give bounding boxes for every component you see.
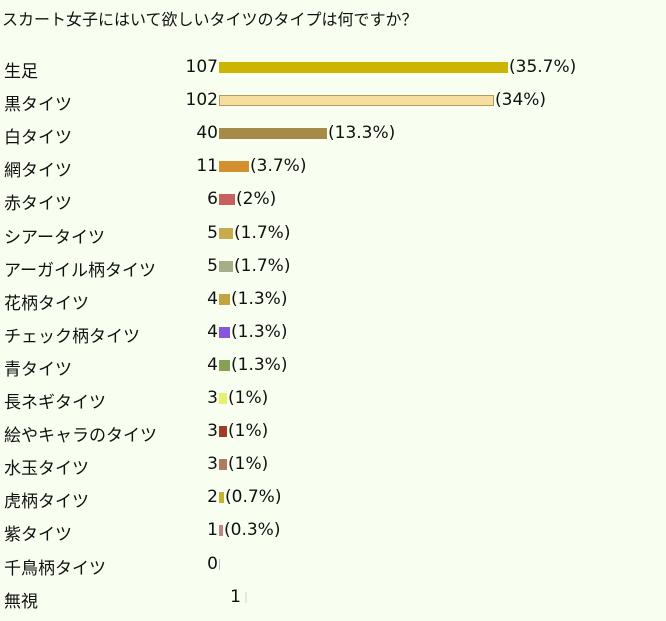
bar (219, 393, 227, 404)
category-label: 水玉タイツ (4, 459, 89, 480)
percent-label: (35.7%) (509, 57, 577, 77)
value-label: 4 (207, 288, 218, 309)
bar (219, 161, 249, 173)
percent-label: (34%) (495, 90, 547, 111)
chart-row: 紫タイツ 1 (0.3%) (0, 515, 666, 548)
bar (219, 62, 508, 73)
value-label: 5 (207, 255, 218, 276)
value-label: 107 (185, 57, 218, 77)
chart-row: 生足 107 (35.7%) (0, 52, 666, 85)
category-label: 白タイツ (4, 128, 72, 149)
bar (219, 492, 224, 504)
category-label: 虎柄タイツ (4, 492, 89, 513)
category-label: 網タイツ (4, 161, 72, 182)
chart-title: スカート女子にはいて欲しいタイツのタイプは何ですか？ (2, 10, 418, 29)
chart-row: シアータイツ 5 (1.7%) (0, 218, 666, 251)
value-label: 5 (207, 222, 218, 243)
value-label: 4 (207, 321, 218, 342)
percent-label: (0.3%) (224, 520, 281, 541)
chart-row: 赤タイツ 6 (2%) (0, 184, 666, 217)
bar (219, 227, 233, 239)
chart-row: 水玉タイツ 3 (1%) (0, 449, 666, 482)
value-label: 0 (207, 553, 218, 574)
chart-row: 青タイツ 4 (1.3%) (0, 350, 666, 383)
category-label: アーガイル柄タイツ (4, 260, 156, 281)
chart-row: 虎柄タイツ 2 (0.7%) (0, 482, 666, 515)
category-label: 千鳥柄タイツ (4, 558, 106, 579)
bar (219, 128, 327, 140)
value-label: 40 (196, 123, 218, 144)
percent-label: (0.7%) (225, 487, 282, 508)
value-label: 4 (207, 354, 218, 375)
value-label: 3 (207, 454, 218, 475)
chart-row: アーガイル柄タイツ 5 (1.7%) (0, 251, 666, 284)
value-label: 11 (196, 156, 218, 177)
value-label: 1 (230, 586, 241, 607)
category-label: 絵やキャラのタイツ (4, 426, 157, 447)
value-label: 3 (207, 421, 218, 442)
chart-row: 千鳥柄タイツ 0 (0, 549, 666, 582)
percent-label: (1.3%) (231, 321, 288, 342)
percent-label: (3.7%) (250, 156, 307, 177)
bar (219, 260, 233, 272)
percent-label: (1.3%) (231, 354, 288, 375)
value-label: 6 (207, 189, 218, 210)
chart-row: 長ネギタイツ 3 (1%) (0, 383, 666, 416)
bar (219, 459, 227, 471)
chart-row: 網タイツ 11 (3.7%) (0, 151, 666, 184)
category-label: 長ネギタイツ (4, 393, 106, 413)
bar (219, 525, 223, 537)
bar (219, 558, 220, 570)
chart-row: 黒タイツ 102 (34%) (0, 85, 666, 118)
category-label: チェック柄タイツ (4, 326, 140, 347)
category-label: 赤タイツ (4, 194, 72, 215)
bar (219, 359, 230, 371)
percent-label: (13.3%) (328, 123, 396, 144)
bar (219, 426, 227, 438)
percent-label: (1%) (228, 421, 269, 442)
chart-row: 絵やキャラのタイツ 3 (1%) (0, 416, 666, 449)
bar (219, 293, 230, 305)
chart-row: 無視 1 (0, 582, 666, 615)
category-label: 黒タイツ (4, 95, 72, 116)
value-label: 102 (185, 90, 218, 111)
category-label: 生足 (4, 62, 38, 82)
value-label: 1 (207, 520, 218, 541)
percent-label: (1.3%) (231, 288, 288, 309)
bar (219, 326, 230, 338)
percent-label: (2%) (236, 189, 277, 210)
percent-label: (1%) (228, 454, 269, 475)
percent-label: (1.7%) (234, 255, 291, 276)
category-label: 青タイツ (4, 359, 72, 380)
category-label: 無視 (4, 591, 38, 612)
percent-label: (1.7%) (234, 222, 291, 243)
bar (219, 95, 494, 107)
category-label: シアータイツ (4, 227, 105, 248)
bar (219, 194, 235, 206)
category-label: 花柄タイツ (4, 293, 89, 314)
chart-row: チェック柄タイツ 4 (1.3%) (0, 317, 666, 350)
bar (245, 591, 247, 603)
value-label: 2 (207, 487, 218, 508)
percent-label: (1%) (228, 388, 269, 408)
value-label: 3 (207, 388, 218, 408)
chart-row: 花柄タイツ 4 (1.3%) (0, 284, 666, 317)
chart-row: 白タイツ 40 (13.3%) (0, 118, 666, 151)
category-label: 紫タイツ (4, 525, 72, 546)
